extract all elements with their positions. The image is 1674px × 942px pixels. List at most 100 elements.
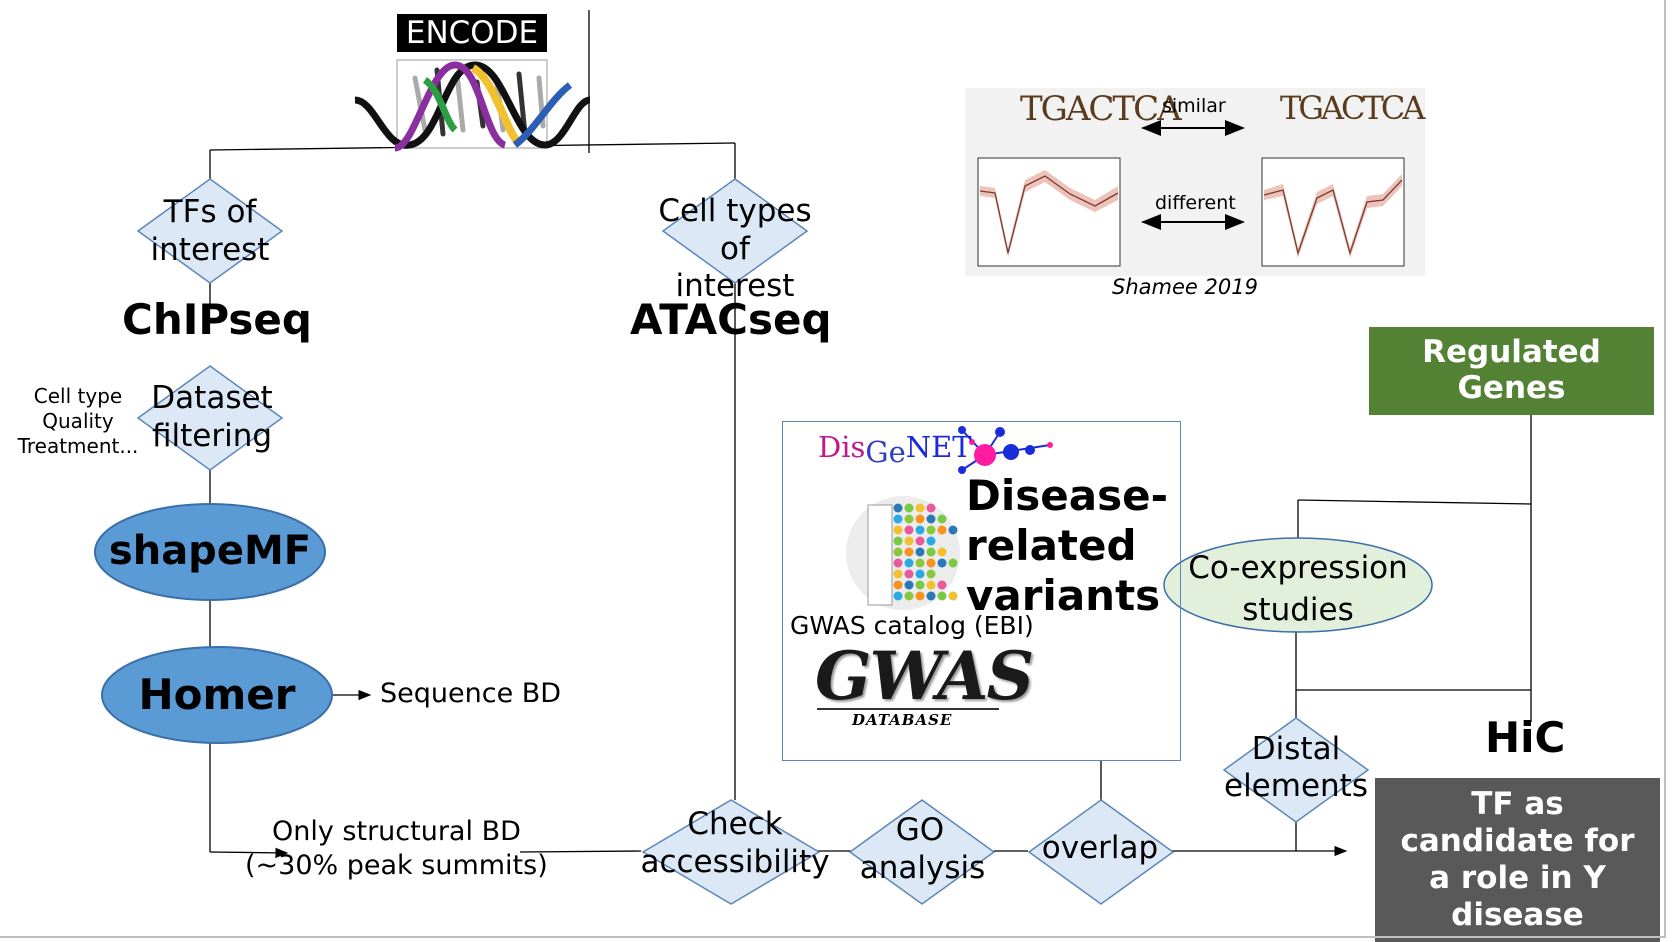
regulated-genes-box: Regulated Genes xyxy=(1369,327,1654,415)
homer-label: Homer xyxy=(138,670,296,719)
gwas-dot xyxy=(915,525,925,535)
overlap-label: overlap xyxy=(1041,830,1159,866)
gwas-dot xyxy=(904,525,914,535)
gwas-database-sub: DATABASE xyxy=(852,711,953,729)
diamond-distal-elements xyxy=(1222,717,1370,823)
sequence-bd-label: Sequence BD xyxy=(380,678,562,709)
shamee-citation: Shamee 2019 xyxy=(1112,275,1258,299)
gwas-dot xyxy=(904,591,914,601)
distal-line1: Distal xyxy=(1251,731,1341,767)
tf-candidate-box: TF as candidate for a role in Y disease xyxy=(1375,778,1660,942)
coexp-top-hline xyxy=(1297,499,1532,505)
diamond-cell-types xyxy=(661,178,809,284)
gwas-dot xyxy=(915,547,925,557)
coexpression-oval xyxy=(1163,537,1433,633)
disease-title-line1: Disease- xyxy=(966,471,1169,520)
gwas-dot xyxy=(948,558,958,568)
regulated-line2: Genes xyxy=(1457,370,1566,406)
regulated-line1: Regulated xyxy=(1422,334,1601,371)
gwas-dot xyxy=(926,536,936,546)
gwas-dot xyxy=(904,580,914,590)
gwas-dot xyxy=(904,536,914,546)
tfs-label-line2: interest xyxy=(150,232,270,268)
gwas-dot xyxy=(904,514,914,524)
gwas-database-logo: GWAS xyxy=(815,637,1034,715)
candidate-line2: candidate for xyxy=(1400,822,1635,859)
similar-label: similar xyxy=(1162,95,1226,117)
gwas-dot xyxy=(926,591,936,601)
gwas-dot xyxy=(893,591,903,601)
gwas-dot xyxy=(926,525,936,535)
gwas-dot xyxy=(926,503,936,513)
coexpression-line1: Co-expression xyxy=(1188,550,1408,586)
chipseq-label: ChIPseq xyxy=(122,295,312,344)
gwas-dot xyxy=(893,547,903,557)
gwas-dot xyxy=(937,514,947,524)
gwas-dot xyxy=(915,580,925,590)
go-line2: analysis xyxy=(859,850,986,886)
gwas-underline xyxy=(817,708,999,710)
gwas-dot xyxy=(937,591,947,601)
gwas-dot xyxy=(926,558,936,568)
disgenet-ge: Ge xyxy=(865,435,906,469)
motif-left: TGACTCA xyxy=(1020,89,1182,129)
disgenet-dis: Dis xyxy=(818,430,866,464)
gwas-dot xyxy=(926,569,936,579)
dataset-label-line1: Dataset xyxy=(151,380,273,416)
gwas-dot xyxy=(893,569,903,579)
shapemf-oval xyxy=(94,503,326,601)
encode-logo-text: ENCODE xyxy=(405,15,539,51)
candidate-line3: a role in Y xyxy=(1429,860,1606,896)
cell-types-line1: Cell types xyxy=(658,193,812,229)
gwas-dot xyxy=(893,525,903,535)
gwas-dot xyxy=(893,503,903,513)
shamee-figure xyxy=(965,88,1425,276)
gwas-dot xyxy=(915,569,925,579)
gwas-catalog-icon xyxy=(846,496,960,610)
atacseq-label: ATACseq xyxy=(630,295,832,344)
structural-to-check-line xyxy=(519,850,642,853)
structural-arrow xyxy=(209,847,289,859)
check-line2: accessibility xyxy=(640,844,830,880)
gwas-dot xyxy=(893,580,903,590)
candidate-line4: disease xyxy=(1451,897,1584,934)
gwas-dot xyxy=(915,503,925,513)
gwas-dot xyxy=(948,525,958,535)
gwas-dot xyxy=(893,558,903,568)
disgenet-logo: DisGeNET xyxy=(818,430,972,467)
gwas-dot xyxy=(904,547,914,557)
gwas-dot xyxy=(937,580,947,590)
gwas-dot xyxy=(893,536,903,546)
filter-note-quality: Quality xyxy=(42,409,114,433)
structural-bd-line1: Only structural BD xyxy=(272,816,521,847)
diamond-dataset-filtering xyxy=(136,365,284,471)
diamond-check-accessibility xyxy=(641,799,821,905)
gwas-dot xyxy=(904,569,914,579)
tfs-label-line1: TFs of xyxy=(163,194,257,230)
filter-note-cell-type: Cell type xyxy=(33,384,123,408)
shapemf-label: shapeMF xyxy=(108,528,312,574)
gwas-dot xyxy=(915,591,925,601)
gwas-dot xyxy=(937,558,947,568)
disease-title-line2: related xyxy=(966,521,1137,570)
disease-panel xyxy=(782,421,1181,761)
dataset-label-line2: filtering xyxy=(151,418,273,454)
coexpression-line2: studies xyxy=(1242,592,1354,628)
gwas-dot xyxy=(937,547,947,557)
cell-types-line3: interest xyxy=(675,268,795,304)
gwas-dot xyxy=(893,514,903,524)
disgenet-network-icon xyxy=(958,426,1053,474)
check-line1: Check xyxy=(687,806,783,842)
gwas-dot xyxy=(915,536,925,546)
gwas-dot xyxy=(937,525,947,535)
diamond-overlap xyxy=(1027,799,1175,905)
candidate-line1: TF as xyxy=(1471,785,1564,822)
go-line1: GO xyxy=(895,812,945,848)
gwas-dot xyxy=(926,547,936,557)
structural-bd-line2: (~30% peak summits) xyxy=(245,850,548,881)
motif-right: TGACTCA xyxy=(1280,89,1425,127)
gwas-dot xyxy=(915,514,925,524)
gwas-dot xyxy=(904,558,914,568)
disease-title-line3: variants xyxy=(966,571,1161,620)
gwas-dot xyxy=(926,580,936,590)
